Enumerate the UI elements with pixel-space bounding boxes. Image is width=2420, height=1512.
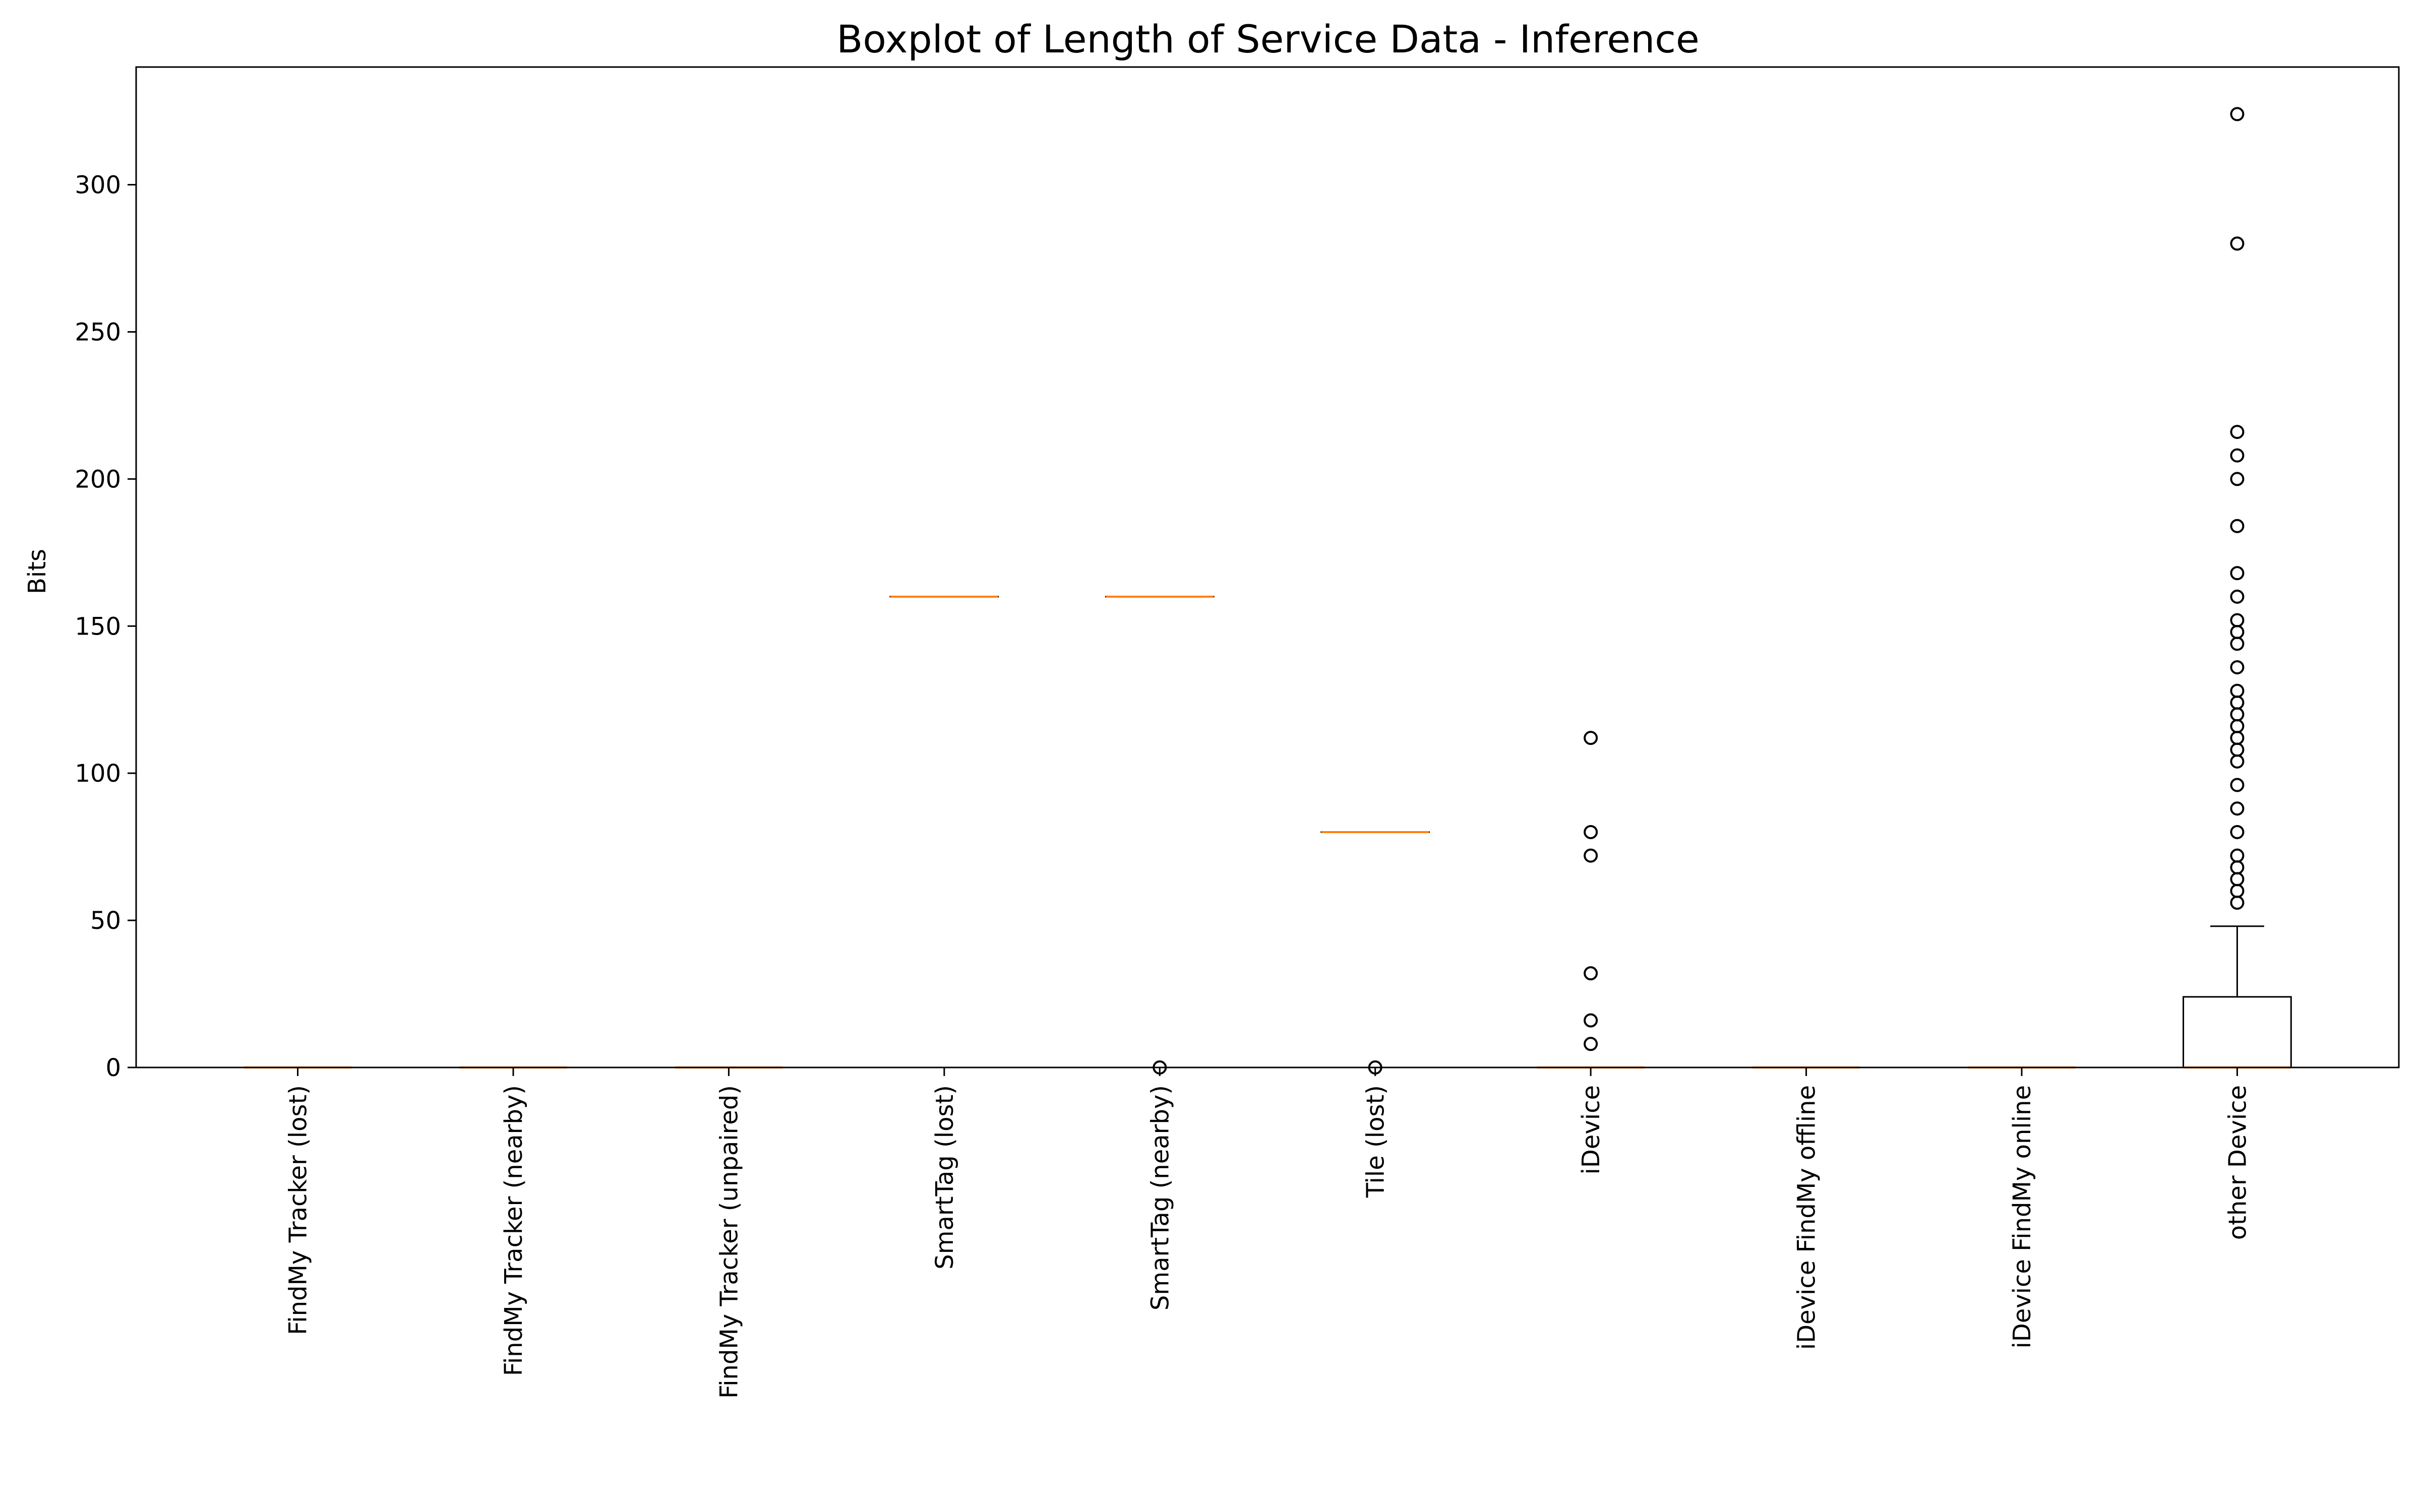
outlier-point — [2230, 589, 2245, 604]
outlier-point — [2230, 107, 2245, 121]
outlier-point — [2230, 683, 2245, 698]
outlier-point — [1584, 966, 1598, 981]
y-tick-label: 50 — [90, 907, 121, 935]
outlier-point — [2230, 660, 2245, 674]
y-tick-label: 200 — [75, 465, 121, 493]
outlier-point — [2230, 424, 2245, 439]
outlier-point — [2230, 236, 2245, 251]
x-tick-label: FindMy Tracker (unpaired) — [715, 1085, 743, 1399]
outlier-point — [2230, 801, 2245, 816]
y-tick-label: 150 — [75, 612, 121, 641]
y-tick-label: 0 — [105, 1054, 121, 1082]
plot-area: 0 50 100 150 200 250 300 FindMy Tracker (lost) F… — [75, 66, 2400, 1399]
outlier-point — [2230, 519, 2245, 533]
y-tick-label: 300 — [75, 171, 121, 200]
y-tick-label: 250 — [75, 318, 121, 346]
outlier-point — [1584, 1037, 1598, 1051]
x-tick-label: SmartTag (nearby) — [1146, 1085, 1174, 1310]
y-axis-label: Bits — [23, 549, 51, 594]
outlier-point — [1584, 731, 1598, 745]
outlier-point — [2230, 778, 2245, 792]
outlier-point — [2230, 472, 2245, 486]
x-tick-label: iDevice — [1577, 1085, 1605, 1175]
outlier-point — [1584, 1013, 1598, 1028]
x-tick-label: Tile (lost) — [1362, 1085, 1390, 1198]
outlier-point — [2230, 825, 2245, 839]
plot-frame — [135, 66, 2400, 1068]
outlier-point — [1584, 825, 1598, 839]
outlier-point — [2230, 613, 2245, 627]
outlier-point — [2230, 848, 2245, 863]
x-tick-label: iDevice FindMy online — [2008, 1085, 2036, 1349]
x-tick-label: SmartTag (lost) — [931, 1085, 959, 1270]
x-tick-label: FindMy Tracker (lost) — [284, 1085, 313, 1335]
outlier-point — [2230, 566, 2245, 581]
x-tick-label: other Device — [2223, 1085, 2252, 1240]
outlier-point — [1584, 848, 1598, 863]
chart-title: Boxplot of Length of Service Data - Infe… — [836, 17, 1700, 61]
y-tick-label: 100 — [75, 760, 121, 788]
x-tick-label: FindMy Tracker (nearby) — [500, 1085, 528, 1376]
x-tick-label: iDevice FindMy offline — [1793, 1085, 1821, 1350]
outlier-point — [2230, 448, 2245, 463]
